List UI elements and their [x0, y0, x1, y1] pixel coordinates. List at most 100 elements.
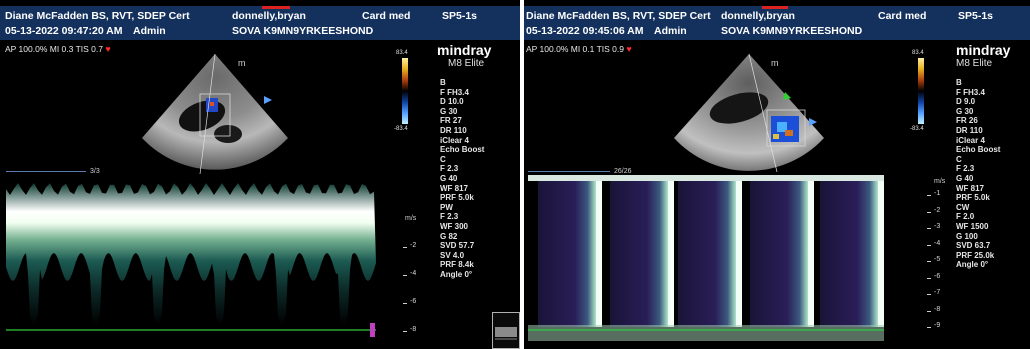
left-safety-info: AP 100.0% MI 0.3 TIS 0.7 ♥ [5, 44, 111, 54]
right-tick-mark [927, 310, 931, 312]
cw-baseline-noise [528, 325, 884, 341]
cw-spectral-edge [808, 177, 814, 327]
right-velocity-tick: -6 [934, 272, 941, 280]
left-colorbar-top-label: 83.4 [396, 50, 408, 56]
right-param-line: SVD 63.7 [956, 241, 991, 251]
left-param-line: WF 817 [440, 183, 469, 193]
left-frame-counter: 3/3 [90, 168, 100, 175]
left-model-name: M8 Elite [448, 58, 485, 69]
right-scale-unit: m/s [934, 178, 946, 185]
right-tick-mark [927, 327, 931, 328]
left-param-line: PRF 8.4k [440, 260, 474, 270]
right-colorbar-bottom-label: -83.4 [910, 126, 924, 132]
right-colorbar-top-label: 83.4 [912, 50, 924, 56]
right-param-line: G 30 [956, 106, 974, 116]
right-param-line: F 2.0 [956, 212, 975, 222]
left-pw-doppler-spectrum [6, 175, 376, 345]
right-safety-info: AP 100.0% MI 0.1 TIS 0.9 ♥ [526, 44, 632, 54]
left-param-line: PRF 5.0k [440, 193, 474, 203]
right-cw-doppler-spectrum [528, 175, 884, 345]
left-color-scale-bar [402, 58, 408, 124]
cw-spectral-cycle [538, 177, 600, 327]
right-red-marker [762, 6, 788, 9]
cw-spectral-cycle [678, 177, 740, 327]
right-param-line: iClear 4 [956, 135, 985, 145]
left-study-type: Card med [362, 10, 411, 22]
right-tick-mark [927, 294, 931, 295]
thumbnail-preview[interactable] [492, 312, 520, 349]
right-echo-sector-image: m [674, 53, 824, 173]
left-colorbar-bottom-label: -83.4 [394, 126, 408, 132]
right-tick-mark [927, 244, 931, 246]
left-header-bar: Diane McFadden BS, RVT, SDEP Cert donnel… [0, 6, 520, 40]
left-param-line: SV 4.0 [440, 250, 465, 260]
right-exam-datetime: 05-13-2022 09:45:06 AM [526, 25, 644, 37]
cw-spectral-edge [596, 177, 602, 327]
left-param-line: D 10.0 [440, 97, 464, 107]
left-echo-sector-image: m [142, 53, 288, 175]
right-param-line: F FH3.4 [956, 87, 985, 97]
left-param-line: FR 27 [440, 116, 462, 126]
left-cursor-marker [370, 323, 375, 337]
cw-spectral-cycle [610, 177, 672, 327]
cw-spectral-edge [668, 177, 674, 327]
left-tick-mark [403, 275, 407, 276]
right-param-line: PRF 25.0k [956, 250, 995, 260]
right-velocity-tick: -1 [934, 190, 941, 197]
cw-spectral-cycle [750, 177, 812, 327]
cw-spectral-edge [878, 177, 884, 327]
right-cine-track [528, 171, 610, 172]
left-velocity-tick: -2 [410, 242, 417, 249]
right-tick-mark [927, 195, 931, 196]
right-param-line: G 100 [956, 231, 978, 241]
left-param-line: F 2.3 [440, 164, 459, 174]
right-param-line: F 2.3 [956, 164, 975, 174]
right-param-line: PRF 5.0k [956, 193, 990, 203]
left-velocity-tick: -6 [410, 298, 417, 305]
heart-icon: ♥ [626, 44, 632, 54]
right-param-line: WF 817 [956, 183, 985, 193]
left-param-line: F 2.3 [440, 212, 459, 222]
right-physician-name: donnelly,bryan [721, 10, 795, 22]
left-param-line: Echo Boost [440, 145, 485, 155]
right-param-line: CW [956, 202, 970, 212]
right-study-type: Card med [878, 10, 927, 22]
left-param-line: WF 300 [440, 221, 469, 231]
right-velocity-tick: -2 [934, 206, 941, 214]
left-user-name: Admin [133, 25, 166, 37]
right-param-line: B [956, 78, 962, 87]
left-param-line: SVD 57.7 [440, 241, 475, 251]
left-param-line: PW [440, 202, 453, 212]
right-model-name: M8 Elite [956, 58, 993, 69]
right-param-line: C [956, 154, 962, 164]
left-velocity-tick: -4 [410, 270, 417, 277]
right-brand-logo: mindray [956, 42, 1011, 58]
right-probe-name: SP5-1s [958, 10, 994, 22]
right-velocity-tick: -5 [934, 256, 941, 263]
right-frame-counter: 26/26 [614, 168, 632, 175]
right-param-line: Angle 0° [956, 260, 989, 270]
left-param-line: F FH3.4 [440, 87, 469, 97]
left-cine-track [6, 171, 86, 172]
right-velocity-tick: -7 [934, 289, 941, 296]
cw-top-band [528, 175, 884, 181]
left-param-line: C [440, 154, 446, 164]
right-tick-mark [927, 228, 931, 229]
left-velocity-tick: -8 [410, 326, 417, 333]
left-patient-id: SOVA K9MN9YRKEESHOND [232, 25, 374, 37]
right-param-line: WF 1500 [956, 221, 989, 231]
left-red-marker [262, 6, 290, 9]
cw-spectral-edge [736, 177, 742, 327]
left-tick-mark [403, 331, 407, 332]
right-operator-name: Diane McFadden BS, RVT, SDEP Cert [526, 10, 711, 22]
right-param-line: D 9.0 [956, 97, 976, 107]
heart-icon: ♥ [105, 44, 111, 54]
right-velocity-tick: -4 [934, 239, 941, 247]
left-tick-mark [403, 247, 407, 248]
svg-text:m: m [771, 58, 779, 68]
right-tick-mark [927, 261, 931, 262]
svg-text:m: m [238, 58, 246, 68]
right-tick-mark [927, 211, 931, 213]
